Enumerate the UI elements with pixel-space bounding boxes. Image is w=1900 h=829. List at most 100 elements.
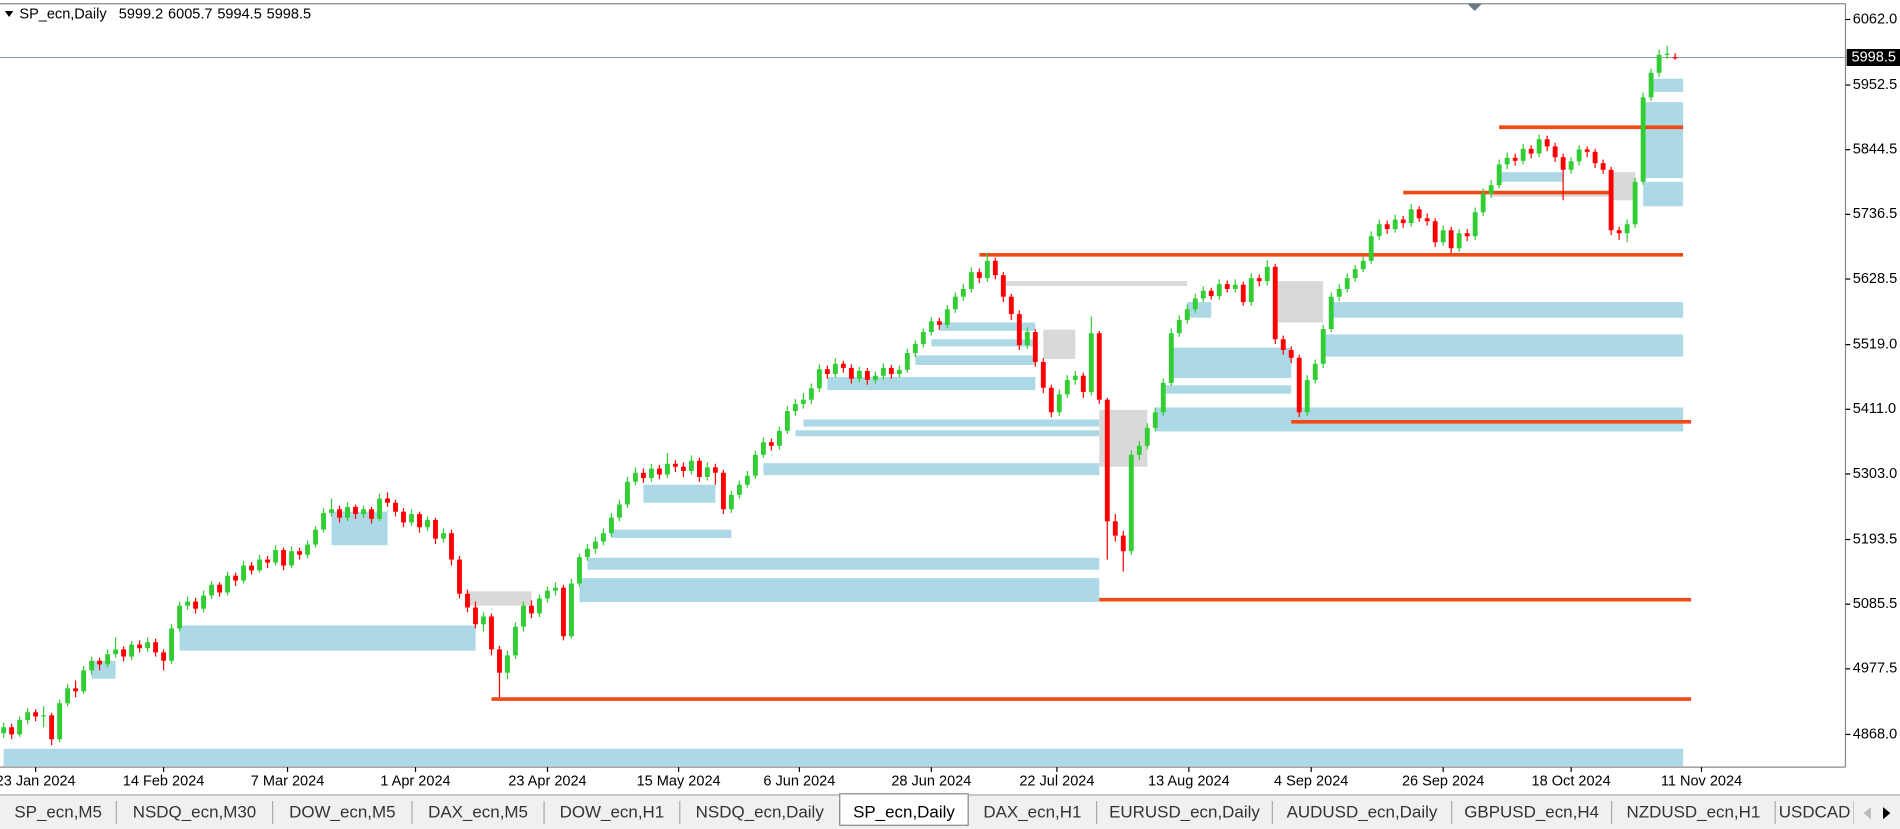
- candle-body: [593, 541, 598, 549]
- candle-body: [545, 590, 550, 599]
- tab-label[interactable]: AUDUSD_ecn,Daily: [1287, 803, 1438, 822]
- x-tick-label: 23 Apr 2024: [508, 773, 586, 789]
- candle-body: [704, 467, 710, 477]
- candle-body: [1040, 361, 1046, 388]
- candle-body: [329, 509, 334, 513]
- candle-body: [209, 584, 214, 596]
- candle-body: [537, 598, 542, 614]
- candle-body: [904, 352, 910, 370]
- candle-body: [880, 367, 886, 376]
- x-tick-label: 15 May 2024: [637, 773, 721, 789]
- candle-body: [185, 601, 190, 606]
- candle-body: [377, 498, 382, 519]
- candle-body: [688, 460, 694, 471]
- candle-body: [1368, 236, 1374, 261]
- tab-label[interactable]: GBPUSD_ecn,H4: [1464, 803, 1599, 822]
- candle-body: [1016, 314, 1022, 346]
- tab-label[interactable]: DOW_ecn,M5: [289, 803, 395, 822]
- zone: [827, 376, 1036, 391]
- gap-zone: [467, 591, 532, 606]
- y-tick-label: 5952.5: [1853, 77, 1897, 93]
- y-tick-label: 5628.5: [1853, 271, 1897, 287]
- tab-active[interactable]: [839, 793, 969, 826]
- candle-body: [1424, 218, 1430, 222]
- tabs: SP_ecn,M5 NSDQ_ecn,M30 DOW_ecn,M5 DAX_ecn,M…: [14, 793, 1855, 826]
- candle-body: [161, 652, 167, 661]
- tab-label[interactable]: DOW_ecn,H1: [560, 803, 665, 822]
- candle-body: [1656, 54, 1662, 73]
- candle-body: [1000, 275, 1006, 297]
- candle-body: [776, 430, 782, 446]
- candle-body: [760, 442, 766, 455]
- candle-body: [1008, 296, 1014, 315]
- candle-body: [984, 260, 990, 279]
- tab-label[interactable]: NSDQ_ecn,Daily: [696, 803, 825, 822]
- candle-body: [1272, 266, 1278, 340]
- candle-body: [393, 502, 398, 512]
- y-tick-label: 5411.0: [1853, 401, 1896, 417]
- zone: [1331, 302, 1684, 318]
- tab-scroll-left[interactable]: [1863, 807, 1871, 820]
- candle-body: [305, 544, 310, 555]
- candle-body: [1208, 290, 1214, 297]
- candle-body: [1080, 375, 1086, 392]
- candle-body: [856, 370, 862, 379]
- candle-body: [936, 321, 942, 325]
- x-tick-label: 14 Feb 2024: [123, 773, 205, 789]
- candle-body: [896, 369, 902, 374]
- candle-body: [1224, 284, 1230, 289]
- candle-body: [832, 363, 838, 374]
- candle-body: [1528, 148, 1534, 154]
- candle-body: [1072, 375, 1078, 380]
- candle-body: [145, 642, 151, 649]
- tab-label[interactable]: DAX_ecn,H1: [983, 803, 1081, 822]
- candle-body: [1128, 454, 1134, 552]
- tab-label[interactable]: USDCAD: [1779, 803, 1851, 822]
- gap-zone: [1611, 172, 1636, 201]
- tab-label[interactable]: DAX_ecn,M5: [428, 803, 528, 822]
- candle-body: [1104, 399, 1110, 522]
- candle-body: [1048, 387, 1054, 413]
- close-value: 5998.5: [267, 6, 311, 22]
- tab-label[interactable]: SP_ecn,Daily: [853, 803, 955, 822]
- zone: [1651, 78, 1684, 92]
- candle-body: [1512, 157, 1518, 161]
- candle-body: [625, 481, 630, 505]
- candle-body: [1648, 72, 1654, 98]
- candle-body: [1608, 169, 1614, 231]
- candle-body: [1624, 224, 1630, 234]
- candle-body: [57, 703, 63, 740]
- tab-label[interactable]: NZDUSD_ecn,H1: [1627, 803, 1761, 822]
- candle-body: [696, 460, 702, 477]
- candle-body: [1296, 357, 1302, 413]
- zone: [91, 660, 116, 679]
- zone: [1163, 385, 1292, 394]
- tab-label[interactable]: EURUSD_ecn,Daily: [1109, 803, 1260, 822]
- candle-body: [121, 649, 127, 657]
- candle-body: [1360, 260, 1366, 270]
- y-tick-label: 5085.5: [1853, 596, 1897, 612]
- tab-label[interactable]: SP_ecn,M5: [14, 803, 102, 822]
- candle-body: [113, 649, 119, 655]
- zone: [579, 578, 1100, 603]
- candle-body: [752, 454, 758, 476]
- candle-body: [728, 494, 734, 510]
- tab-label[interactable]: NSDQ_ecn,M30: [133, 803, 256, 822]
- tab-scroll-right[interactable]: [1883, 807, 1891, 820]
- candle-body: [1280, 339, 1286, 351]
- candle-body: [1504, 157, 1510, 165]
- y-tick-label: 5193.5: [1853, 531, 1897, 547]
- candle-body: [17, 720, 23, 735]
- candle-body: [609, 517, 614, 534]
- current-price-box: [1846, 49, 1900, 66]
- candle-body: [1520, 148, 1526, 161]
- candle-body: [249, 565, 254, 571]
- candle-body: [1144, 427, 1150, 446]
- zone: [1643, 181, 1684, 207]
- candle-body: [768, 442, 774, 446]
- candle-body: [169, 628, 175, 661]
- candle-body: [872, 375, 878, 380]
- candle-body: [321, 512, 326, 530]
- candle-body: [1288, 350, 1294, 358]
